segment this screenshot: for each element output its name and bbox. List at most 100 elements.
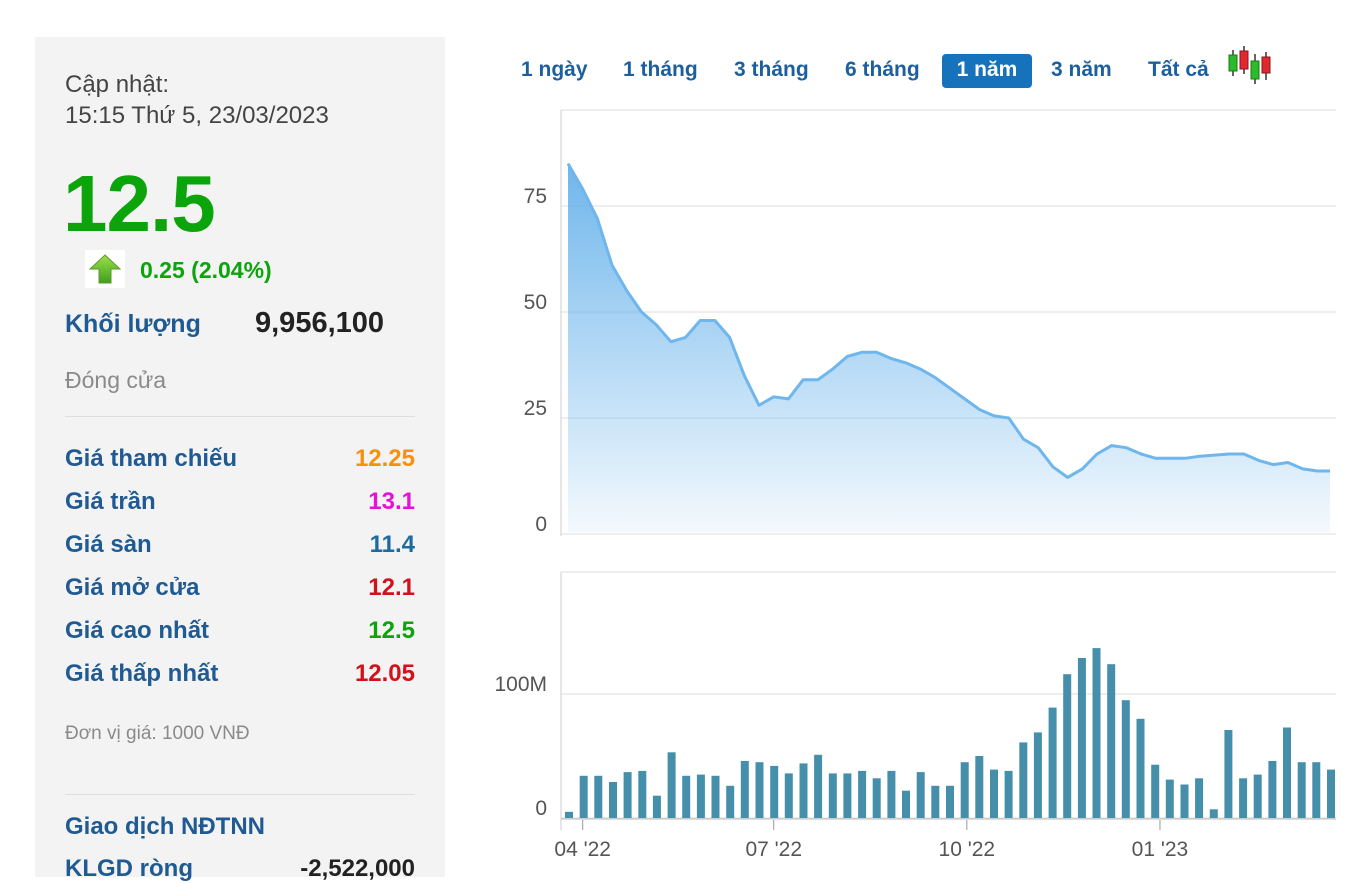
update-time: 15:15 Thứ 5, 23/03/2023 <box>65 102 329 129</box>
price-area <box>568 163 1330 532</box>
volume-bar <box>799 763 808 818</box>
volume-bar <box>946 785 954 818</box>
open-price-label: Giá mở cửa <box>65 574 200 601</box>
volume-bar <box>960 762 969 818</box>
stock-chart: 0 25 50 75 0 100M 04 '22 07 '22 10 '22 01 '23 <box>494 109 1336 861</box>
volume-bar <box>1268 761 1277 818</box>
volume-bar <box>1092 648 1101 818</box>
volume-bar <box>565 811 573 818</box>
update-info: Cập nhật: 15:15 Thứ 5, 23/03/2023 <box>65 69 329 131</box>
volume-bar <box>755 762 764 818</box>
volume-value: 9,956,100 <box>255 307 385 339</box>
volume-bar <box>1165 779 1174 818</box>
volume-bar <box>814 754 823 818</box>
volume-bar <box>740 761 749 818</box>
low-price-value: 12.05 <box>354 660 415 687</box>
market-status: Đóng cửa <box>65 367 167 393</box>
volume-bar <box>609 782 617 818</box>
tab-1-year[interactable]: 1 năm <box>942 54 1032 88</box>
tab-all[interactable]: Tất cả <box>1148 58 1209 81</box>
volume-bar <box>1180 784 1189 818</box>
tab-1-day[interactable]: 1 ngày <box>521 58 588 81</box>
volume-bar <box>594 775 603 818</box>
volume-bar <box>916 772 925 818</box>
volume-bar <box>1136 718 1145 818</box>
volume-bar <box>1004 770 1013 818</box>
volume-bar <box>1121 700 1130 818</box>
update-label: Cập nhật: <box>65 71 170 98</box>
volume-bar <box>1019 742 1028 818</box>
tab-3-years[interactable]: 3 năm <box>1051 58 1112 81</box>
volume-bar <box>667 752 676 818</box>
x-tick-label: 01 '23 <box>1132 838 1189 861</box>
divider <box>65 416 415 417</box>
high-price-label: Giá cao nhất <box>65 617 210 644</box>
tab-3-months[interactable]: 3 tháng <box>734 58 809 81</box>
divider <box>65 794 415 795</box>
volume-bar <box>1297 762 1306 818</box>
volume-bar <box>1033 732 1042 818</box>
volume-bar <box>990 769 998 818</box>
volume-tick-label: 0 <box>535 797 547 820</box>
volume-bar <box>1253 774 1262 818</box>
ref-price-value: 12.25 <box>354 445 415 472</box>
current-price: 12.5 <box>63 159 216 248</box>
volume-bar <box>770 765 779 818</box>
candlestick-icon[interactable] <box>1228 44 1272 86</box>
tab-1-month[interactable]: 1 tháng <box>623 58 698 81</box>
volume-bar <box>1048 707 1057 818</box>
price-tick-label: 75 <box>524 185 547 208</box>
volume-bar <box>696 774 705 818</box>
ceiling-price-label: Giá trần <box>65 488 156 515</box>
up-arrow-icon <box>85 250 125 288</box>
volume-tick-label: 100M <box>494 673 547 696</box>
ceiling-price-value: 13.1 <box>368 488 415 515</box>
volume-bar <box>1151 764 1160 818</box>
volume-bar <box>931 785 940 818</box>
volume-bar <box>579 775 588 818</box>
volume-chart: 0 100M 04 '22 07 '22 10 '22 01 '23 <box>494 571 1336 861</box>
high-price-value: 12.5 <box>368 617 415 644</box>
foreign-trading-title: Giao dịch NĐTNN <box>65 813 266 840</box>
volume-bar <box>1239 778 1248 818</box>
price-change: 0.25 (2.04%) <box>140 257 272 283</box>
volume-bar <box>1283 727 1291 818</box>
x-tick-label: 04 '22 <box>554 838 611 861</box>
price-tick-label: 25 <box>524 397 547 420</box>
floor-price-value: 11.4 <box>369 531 415 558</box>
volume-bar <box>975 756 984 818</box>
volume-bar <box>902 790 910 818</box>
volume-bar <box>784 773 793 818</box>
volume-bar <box>1107 664 1116 818</box>
volume-bar <box>887 770 896 818</box>
volume-bar <box>828 773 837 818</box>
volume-bar <box>623 772 632 818</box>
volume-bar <box>1195 778 1204 818</box>
volume-bar <box>726 785 735 818</box>
ref-price-label: Giá tham chiếu <box>65 445 238 472</box>
volume-bar <box>1077 658 1086 818</box>
volume-bar <box>682 775 691 818</box>
open-price-value: 12.1 <box>368 574 415 601</box>
volume-bar <box>858 770 867 818</box>
volume-label: Khối lượng <box>65 310 201 338</box>
volume-bar <box>843 773 852 818</box>
price-line <box>566 162 1330 479</box>
price-unit-note: Đơn vị giá: 1000 VNĐ <box>65 723 250 744</box>
low-price-label: Giá thấp nhất <box>65 660 219 687</box>
volume-bar <box>1209 809 1218 818</box>
volume-bar <box>652 795 661 818</box>
tab-6-months[interactable]: 6 tháng <box>845 58 920 81</box>
foreign-net-volume-label: KLGD ròng <box>65 855 193 882</box>
x-tick-label: 10 '22 <box>939 838 996 861</box>
stock-summary-panel: Cập nhật: 15:15 Thứ 5, 23/03/2023 12.5 0… <box>35 37 445 882</box>
volume-bar <box>1312 762 1321 818</box>
volume-bar <box>1224 730 1233 818</box>
price-tick-label: 0 <box>535 513 547 536</box>
price-tick-label: 50 <box>524 291 547 314</box>
volume-bar <box>872 778 881 818</box>
volume-bar <box>638 770 647 818</box>
x-tick-label: 07 '22 <box>745 838 802 861</box>
floor-price-label: Giá sàn <box>65 531 152 558</box>
volume-bar <box>1327 769 1335 818</box>
